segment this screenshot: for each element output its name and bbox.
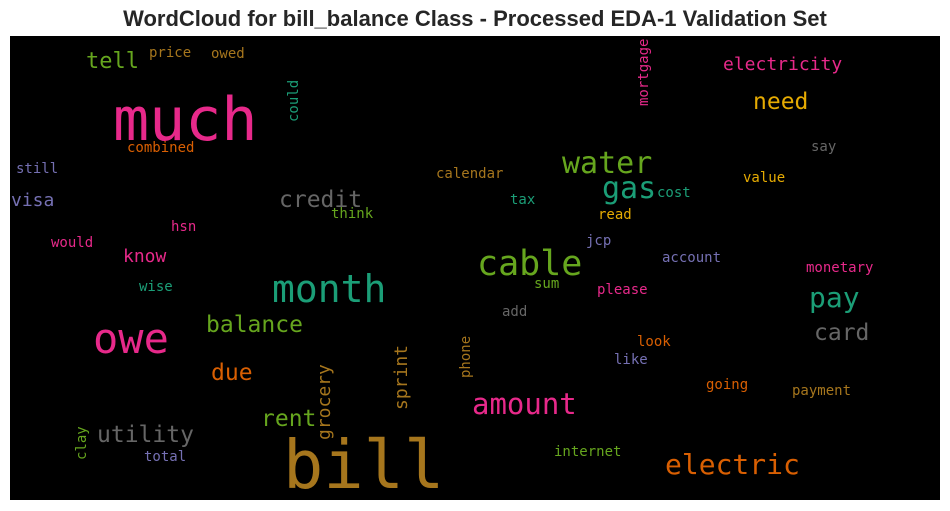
cloud-word: add	[502, 304, 527, 320]
cloud-word: cost	[657, 185, 691, 201]
cloud-word: sprint	[391, 345, 412, 410]
cloud-word: cable	[477, 244, 582, 284]
cloud-word: balance	[206, 312, 303, 338]
cloud-word: know	[123, 246, 167, 267]
cloud-word: amount	[472, 387, 577, 421]
cloud-word: due	[211, 360, 253, 386]
cloud-word: could	[286, 80, 302, 122]
chart-title: WordCloud for bill_balance Class - Proce…	[123, 6, 827, 31]
cloud-word: please	[597, 282, 648, 298]
cloud-word: water	[562, 146, 652, 181]
cloud-word: internet	[554, 444, 621, 460]
cloud-word: rent	[261, 406, 316, 432]
cloud-word: like	[614, 352, 648, 368]
cloud-word: tell	[86, 49, 139, 74]
cloud-word: card	[814, 320, 869, 346]
cloud-word: grocery	[314, 364, 335, 440]
cloud-word: owe	[93, 314, 169, 363]
cloud-word: month	[272, 267, 386, 311]
cloud-word: read	[598, 207, 632, 223]
cloud-word: going	[706, 377, 748, 393]
cloud-word: pay	[809, 281, 860, 314]
cloud-word: utility	[97, 422, 194, 448]
cloud-word: look	[637, 334, 671, 350]
cloud-word: price	[149, 45, 191, 61]
cloud-word: credit	[279, 187, 362, 213]
cloud-word: visa	[11, 190, 54, 211]
cloud-word: electric	[665, 448, 800, 481]
cloud-word: calendar	[436, 166, 503, 182]
cloud-word: tax	[510, 192, 535, 208]
cloud-word: sum	[534, 276, 559, 292]
cloud-word: monetary	[806, 260, 873, 276]
cloud-word: still	[16, 161, 58, 177]
cloud-background	[10, 36, 940, 500]
cloud-word: owed	[211, 46, 245, 62]
cloud-word: think	[331, 206, 374, 222]
cloud-word: electricity	[723, 54, 842, 75]
cloud-word: account	[662, 250, 721, 266]
cloud-word: wise	[139, 279, 173, 295]
cloud-word: bill	[283, 426, 444, 504]
cloud-word: clay	[74, 426, 90, 460]
cloud-word: value	[743, 170, 785, 186]
cloud-word: need	[753, 89, 808, 115]
cloud-word: say	[811, 139, 836, 155]
cloud-word: combined	[127, 140, 194, 156]
cloud-word: much	[113, 85, 258, 155]
cloud-word: total	[144, 449, 186, 465]
cloud-word: jcp	[586, 233, 611, 249]
cloud-word: would	[51, 235, 93, 251]
cloud-word: mortgage	[636, 39, 652, 106]
cloud-word: payment	[792, 383, 851, 399]
cloud-word: phone	[458, 336, 474, 378]
cloud-word: gas	[602, 171, 656, 206]
cloud-word: hsn	[171, 219, 196, 235]
